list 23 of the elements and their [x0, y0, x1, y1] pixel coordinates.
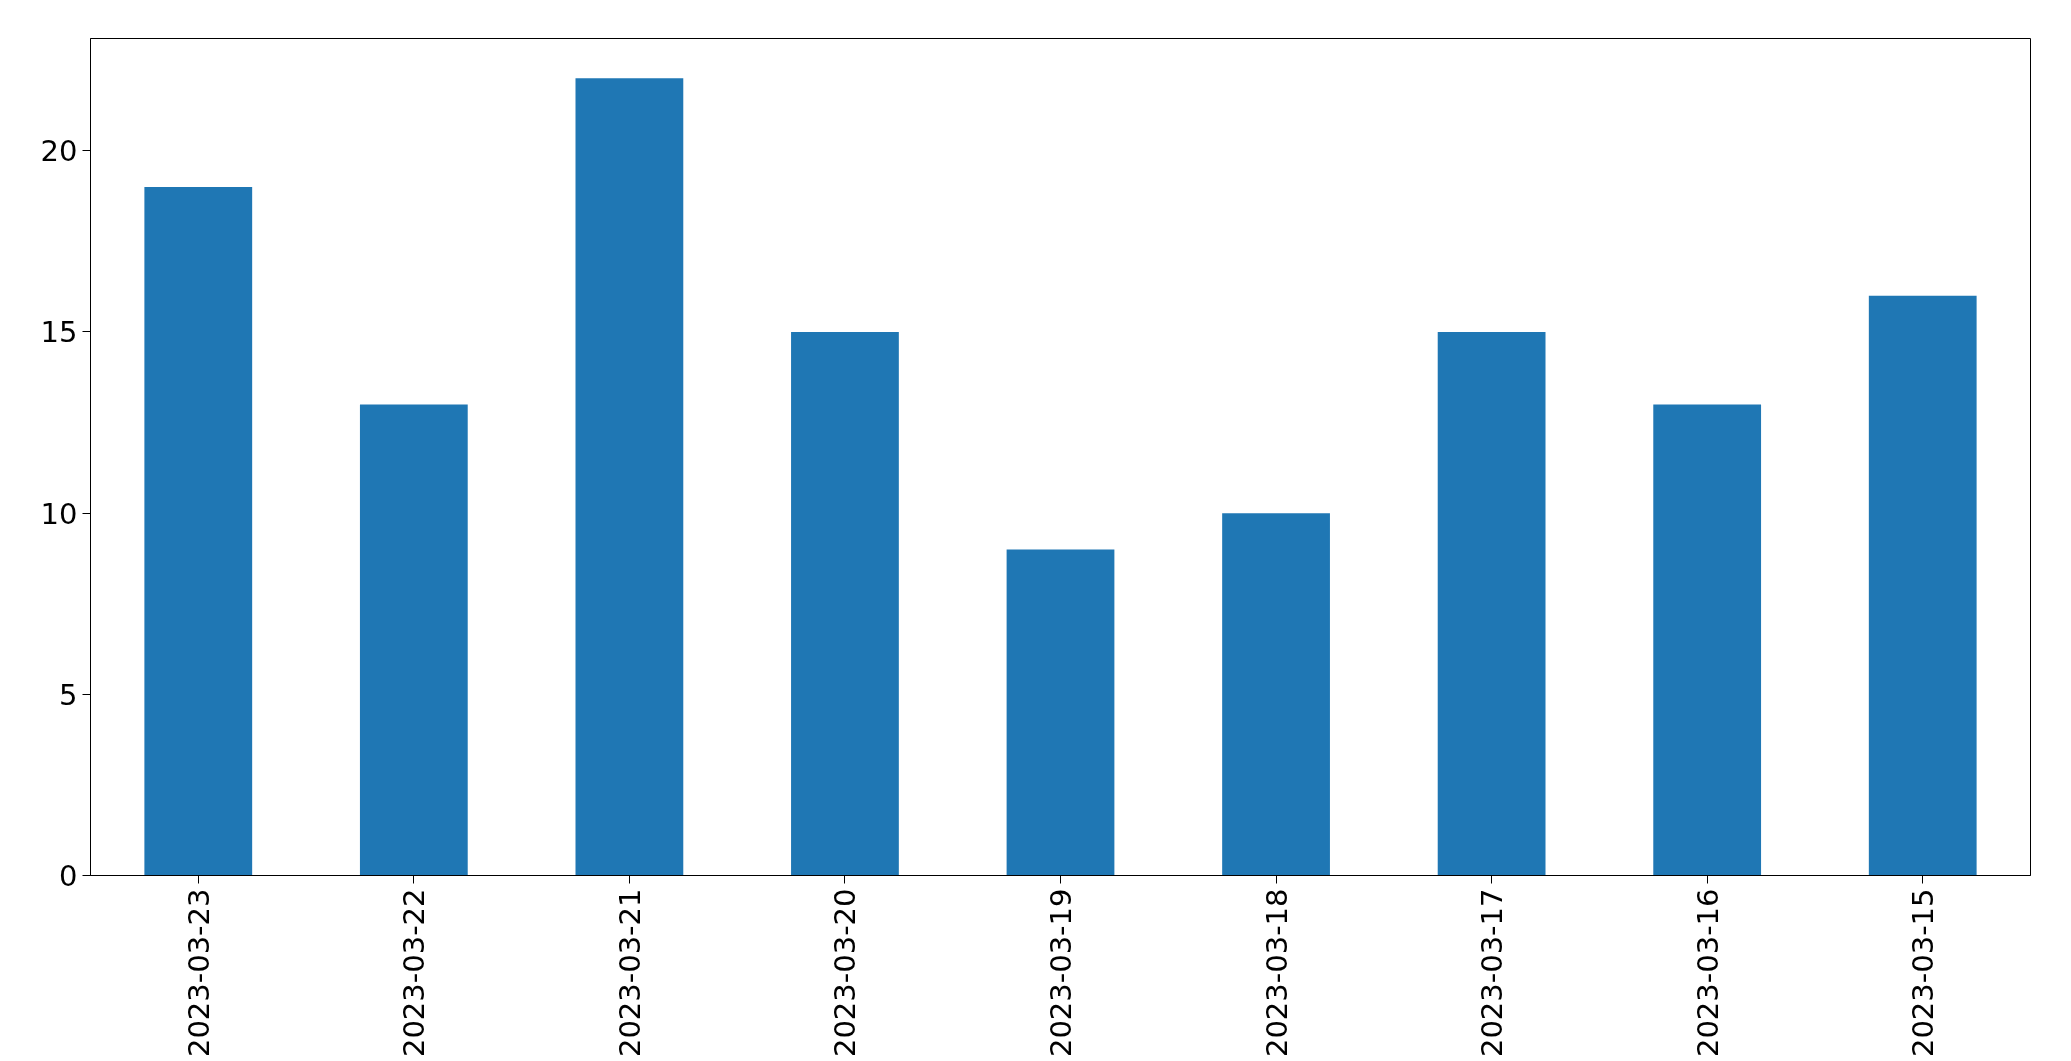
y-tick-label: 5	[59, 677, 78, 712]
bar	[1006, 549, 1115, 876]
bar	[144, 187, 253, 876]
bar	[791, 331, 899, 876]
x-tick-label: 2023-03-23	[181, 888, 216, 1058]
y-tick-label: 20	[40, 134, 78, 169]
bar	[575, 78, 684, 876]
bar	[359, 404, 468, 876]
y-tick-label: 10	[40, 496, 78, 531]
x-tick-label: 2023-03-15	[1906, 888, 1941, 1058]
x-tick-label: 2023-03-19	[1044, 888, 1078, 1058]
x-tick-label: 2023-03-18	[1259, 888, 1294, 1058]
bar	[1653, 404, 1762, 876]
bar	[1437, 331, 1546, 876]
x-tick-label: 2023-03-20	[828, 888, 863, 1058]
bar	[1868, 295, 1977, 876]
x-tick-label: 2023-03-16	[1690, 888, 1725, 1058]
y-tick-label: 15	[40, 315, 78, 350]
y-tick-label: 0	[59, 859, 78, 893]
x-tick-label: 2023-03-22	[397, 888, 432, 1058]
bar	[1222, 513, 1330, 876]
x-tick-label: 2023-03-21	[612, 888, 647, 1058]
x-tick-label: 2023-03-17	[1475, 888, 1510, 1058]
